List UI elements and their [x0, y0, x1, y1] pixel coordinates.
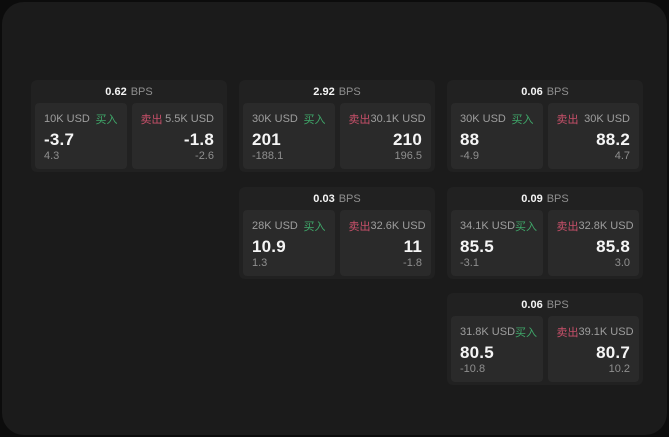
quote-card[interactable]: 0.62 BPS 10K USD 买入 -3.7 4.3 卖出 5.5K USD…: [31, 80, 227, 172]
buy-amount: 31.8K USD: [460, 326, 516, 338]
sell-side-label: 卖出: [348, 221, 371, 233]
buy-amount: 30K USD: [460, 113, 506, 125]
sell-panel[interactable]: 卖出 30K USD 88.2 4.7: [547, 103, 639, 169]
buy-price: 85.5: [460, 237, 494, 256]
sell-side-label: 卖出: [556, 327, 579, 339]
quote-card[interactable]: 2.92 BPS 30K USD 买入 201 -188.1 卖出 30.1K …: [239, 80, 435, 172]
sell-panel[interactable]: 卖出 5.5K USD -1.8 -2.6: [131, 103, 223, 169]
spread-value: 0.03: [313, 192, 335, 205]
spread-value: 0.06: [521, 298, 543, 311]
quote-card[interactable]: 0.03 BPS 28K USD 买入 10.9 1.3 卖出 32.6K US…: [239, 187, 435, 279]
buy-price: 80.5: [460, 343, 494, 362]
sell-amount: 32.8K USD: [578, 220, 634, 232]
sell-price: 11: [403, 237, 422, 256]
sell-panel[interactable]: 卖出 39.1K USD 80.7 10.2: [547, 316, 639, 382]
sell-change: -1.8: [403, 257, 422, 269]
sell-change: 10.2: [608, 363, 630, 375]
bps-unit: BPS: [546, 85, 569, 98]
sell-panel[interactable]: 卖出 32.6K USD 11 -1.8: [339, 210, 431, 276]
sell-change: 4.7: [614, 150, 630, 162]
spread-header: 2.92 BPS: [239, 80, 435, 103]
buy-side-label: 买入: [515, 327, 538, 339]
buy-side-label: 买入: [303, 114, 326, 126]
sell-price: 88.2: [596, 130, 630, 149]
buy-change: -4.9: [460, 150, 479, 162]
buy-amount: 28K USD: [252, 220, 298, 232]
spread-header: 0.09 BPS: [447, 187, 643, 210]
buy-side-label: 买入: [511, 114, 534, 126]
spread-header: 0.62 BPS: [31, 80, 227, 103]
buy-change: 4.3: [44, 150, 60, 162]
bps-unit: BPS: [130, 85, 153, 98]
sell-panel[interactable]: 卖出 30.1K USD 210 196.5: [339, 103, 431, 169]
buy-side-label: 买入: [95, 114, 118, 126]
buy-change: -3.1: [460, 257, 479, 269]
spread-value: 0.62: [105, 85, 127, 98]
buy-side-label: 买入: [303, 221, 326, 233]
quote-card[interactable]: 0.06 BPS 31.8K USD 买入 80.5 -10.8 卖出 39.1…: [447, 293, 643, 385]
buy-price: 201: [252, 130, 281, 149]
buy-panel[interactable]: 28K USD 买入 10.9 1.3: [243, 210, 335, 276]
spread-header: 0.03 BPS: [239, 187, 435, 210]
buy-amount: 34.1K USD: [460, 220, 516, 232]
buy-price: 88: [460, 130, 480, 149]
sell-amount: 32.6K USD: [370, 220, 426, 232]
buy-panel[interactable]: 34.1K USD 买入 85.5 -3.1: [451, 210, 543, 276]
buy-panel[interactable]: 10K USD 买入 -3.7 4.3: [35, 103, 127, 169]
sell-side-label: 卖出: [556, 114, 579, 126]
sell-side-label: 卖出: [348, 114, 371, 126]
sell-amount: 30K USD: [584, 113, 630, 125]
sell-panel[interactable]: 卖出 32.8K USD 85.8 3.0: [547, 210, 639, 276]
spread-header: 0.06 BPS: [447, 293, 643, 316]
buy-panel[interactable]: 30K USD 买入 88 -4.9: [451, 103, 543, 169]
bps-unit: BPS: [338, 85, 361, 98]
sell-side-label: 卖出: [556, 221, 579, 233]
sell-price: -1.8: [183, 130, 214, 149]
sell-price: 80.7: [596, 343, 630, 362]
sell-amount: 39.1K USD: [578, 326, 634, 338]
sell-side-label: 卖出: [140, 114, 163, 126]
sell-price: 85.8: [596, 237, 630, 256]
buy-price: 10.9: [252, 237, 286, 256]
buy-panel[interactable]: 31.8K USD 买入 80.5 -10.8: [451, 316, 543, 382]
buy-side-label: 买入: [515, 221, 538, 233]
buy-change: -10.8: [460, 363, 486, 375]
spread-value: 0.06: [521, 85, 543, 98]
sell-change: -2.6: [195, 150, 214, 162]
sell-amount: 5.5K USD: [165, 113, 214, 125]
buy-amount: 10K USD: [44, 113, 90, 125]
sell-price: 210: [393, 130, 422, 149]
sell-change: 3.0: [614, 257, 630, 269]
buy-change: -188.1: [252, 150, 284, 162]
bps-unit: BPS: [338, 192, 361, 205]
quote-card[interactable]: 0.06 BPS 30K USD 买入 88 -4.9 卖出 30K USD 8…: [447, 80, 643, 172]
buy-price: -3.7: [44, 130, 75, 149]
quote-card[interactable]: 0.09 BPS 34.1K USD 买入 85.5 -3.1 卖出 32.8K…: [447, 187, 643, 279]
sell-amount: 30.1K USD: [370, 113, 426, 125]
bps-unit: BPS: [546, 298, 569, 311]
sell-change: 196.5: [394, 150, 422, 162]
bps-unit: BPS: [546, 192, 569, 205]
buy-panel[interactable]: 30K USD 买入 201 -188.1: [243, 103, 335, 169]
spread-value: 2.92: [313, 85, 335, 98]
spread-value: 0.09: [521, 192, 543, 205]
spread-header: 0.06 BPS: [447, 80, 643, 103]
buy-amount: 30K USD: [252, 113, 298, 125]
buy-change: 1.3: [252, 257, 268, 269]
